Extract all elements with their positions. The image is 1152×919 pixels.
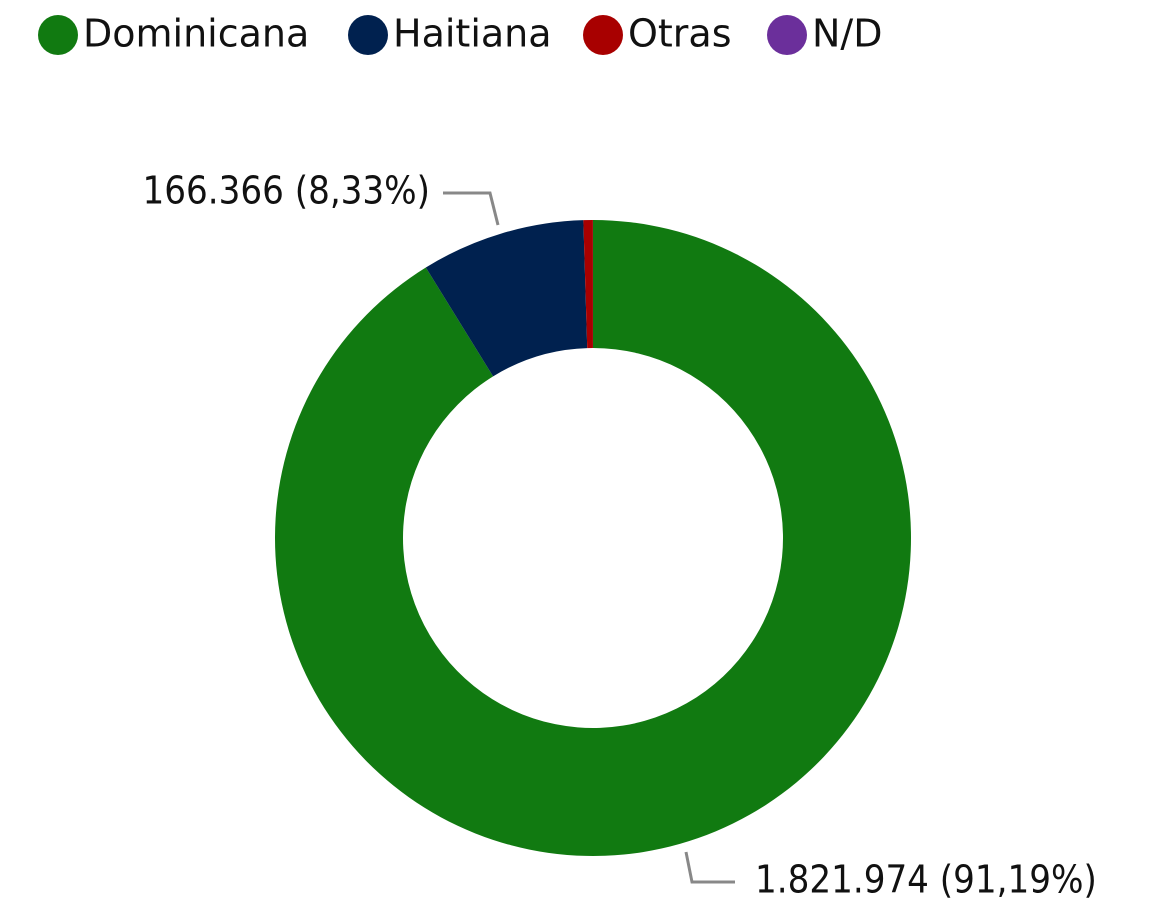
donut-slice — [583, 220, 593, 349]
donut-slice — [274, 220, 911, 857]
legend-label: N/D — [812, 12, 883, 56]
legend-label: Dominicana — [83, 12, 309, 56]
data-label: 166.366 (8,33%) — [143, 169, 430, 213]
legend-swatch — [348, 15, 388, 55]
legend-swatch — [583, 15, 623, 55]
legend-swatch — [38, 15, 78, 55]
data-label: 1.821.974 (91,19%) — [755, 858, 1097, 902]
legend-swatch — [767, 15, 807, 55]
leader-line — [684, 851, 735, 884]
leader-line — [443, 191, 500, 226]
legend-label: Otras — [628, 12, 732, 56]
legend-label: Haitiana — [393, 12, 552, 56]
donut-slice — [425, 220, 588, 377]
